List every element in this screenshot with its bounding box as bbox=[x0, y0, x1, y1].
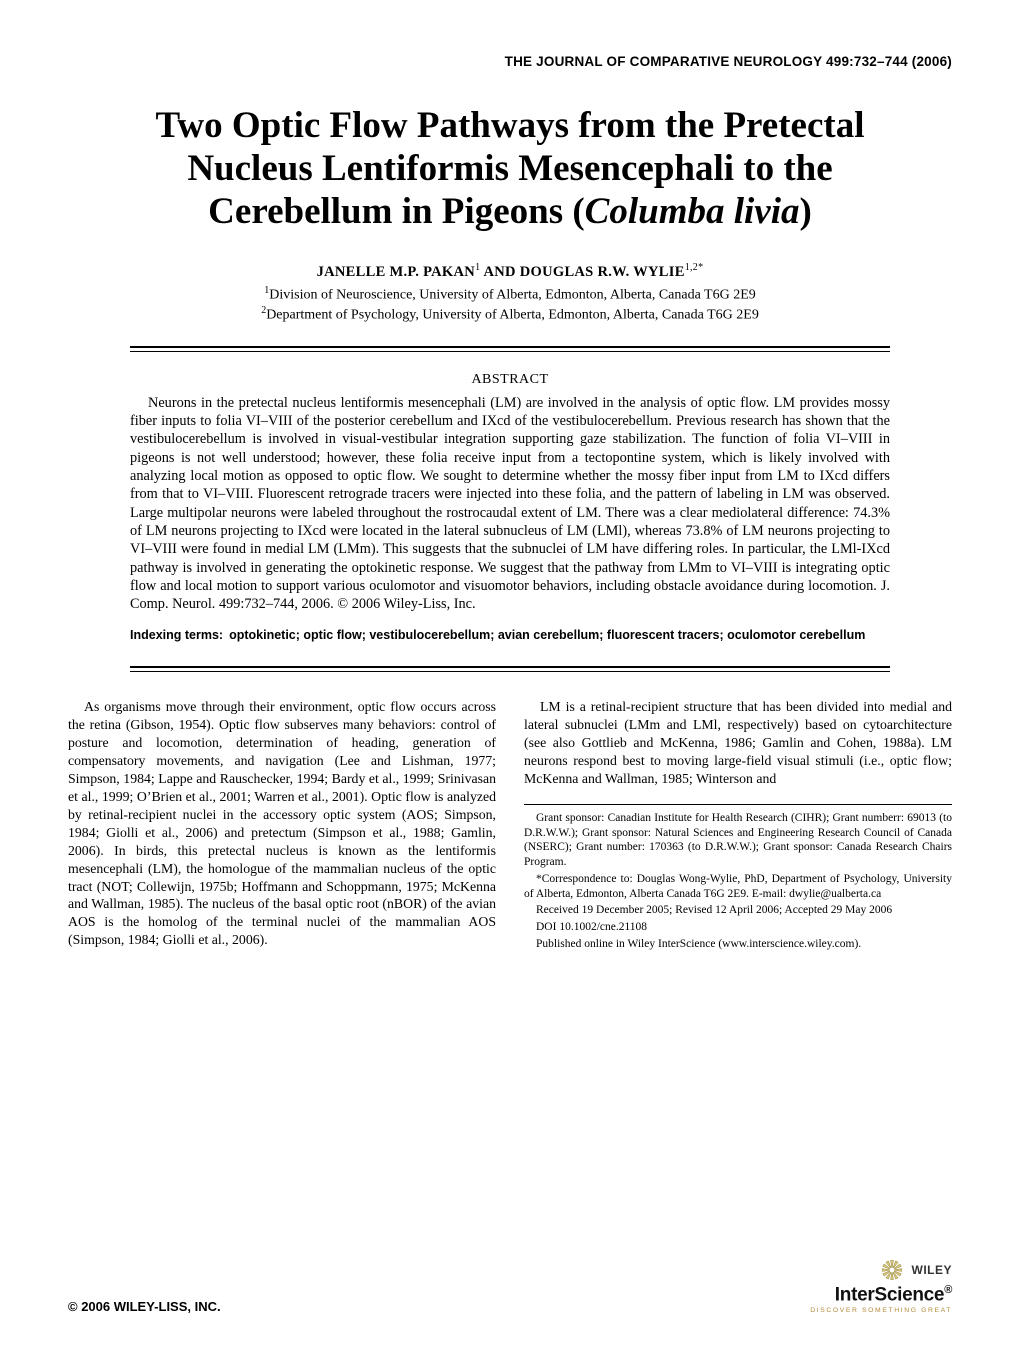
footnote: Published online in Wiley InterScience (… bbox=[524, 937, 952, 952]
affiliation-2: 2Department of Psychology, University of… bbox=[68, 305, 952, 324]
indexing-values: optokinetic; optic flow; vestibulocerebe… bbox=[229, 627, 865, 644]
left-column: As organisms move through their environm… bbox=[68, 698, 496, 953]
logo-tagline: DISCOVER SOMETHING GREAT bbox=[810, 1307, 952, 1314]
indexing-terms: Indexing terms: optokinetic; optic flow;… bbox=[130, 627, 890, 644]
logo-wiley-text: WILEY bbox=[912, 1263, 953, 1277]
footnote: Received 19 December 2005; Revised 12 Ap… bbox=[524, 903, 952, 918]
interscience-logo: WILEY InterScience® DISCOVER SOMETHING G… bbox=[810, 1256, 952, 1314]
author-line: JANELLE M.P. PAKAN1 AND DOUGLAS R.W. WYL… bbox=[68, 262, 952, 281]
abstract-heading: ABSTRACT bbox=[130, 372, 890, 388]
running-head: THE JOURNAL OF COMPARATIVE NEUROLOGY 499… bbox=[68, 54, 952, 69]
logo-interscience-text: InterScience® bbox=[835, 1284, 952, 1306]
right-column: LM is a retinal-recipient structure that… bbox=[524, 698, 952, 953]
body-paragraph: LM is a retinal-recipient structure that… bbox=[524, 698, 952, 788]
footnote: DOI 10.1002/cne.21108 bbox=[524, 920, 952, 935]
body-columns: As organisms move through their environm… bbox=[68, 698, 952, 953]
article-title: Two Optic Flow Pathways from the Pretect… bbox=[120, 105, 900, 234]
burst-icon bbox=[878, 1256, 906, 1284]
footnotes: Grant sponsor: Canadian Institute for He… bbox=[524, 811, 952, 951]
rule-below-indexing bbox=[130, 666, 890, 672]
abstract-block: ABSTRACT Neurons in the pretectal nucleu… bbox=[130, 372, 890, 614]
indexing-label: Indexing terms: bbox=[130, 627, 229, 644]
body-paragraph: As organisms move through their environm… bbox=[68, 698, 496, 949]
footnote: *Correspondence to: Douglas Wong-Wylie, … bbox=[524, 872, 952, 901]
footer-bar: © 2006 WILEY-LISS, INC. bbox=[68, 1256, 952, 1314]
affil-text: Department of Psychology, University of … bbox=[266, 308, 759, 323]
copyright: © 2006 WILEY-LISS, INC. bbox=[68, 1299, 221, 1314]
affil-text: Division of Neuroscience, University of … bbox=[269, 287, 756, 302]
affiliation-1: 1Division of Neuroscience, University of… bbox=[68, 285, 952, 304]
rule-above-abstract bbox=[130, 346, 890, 352]
abstract-body: Neurons in the pretectal nucleus lentifo… bbox=[130, 394, 890, 614]
footnote: Grant sponsor: Canadian Institute for He… bbox=[524, 811, 952, 870]
